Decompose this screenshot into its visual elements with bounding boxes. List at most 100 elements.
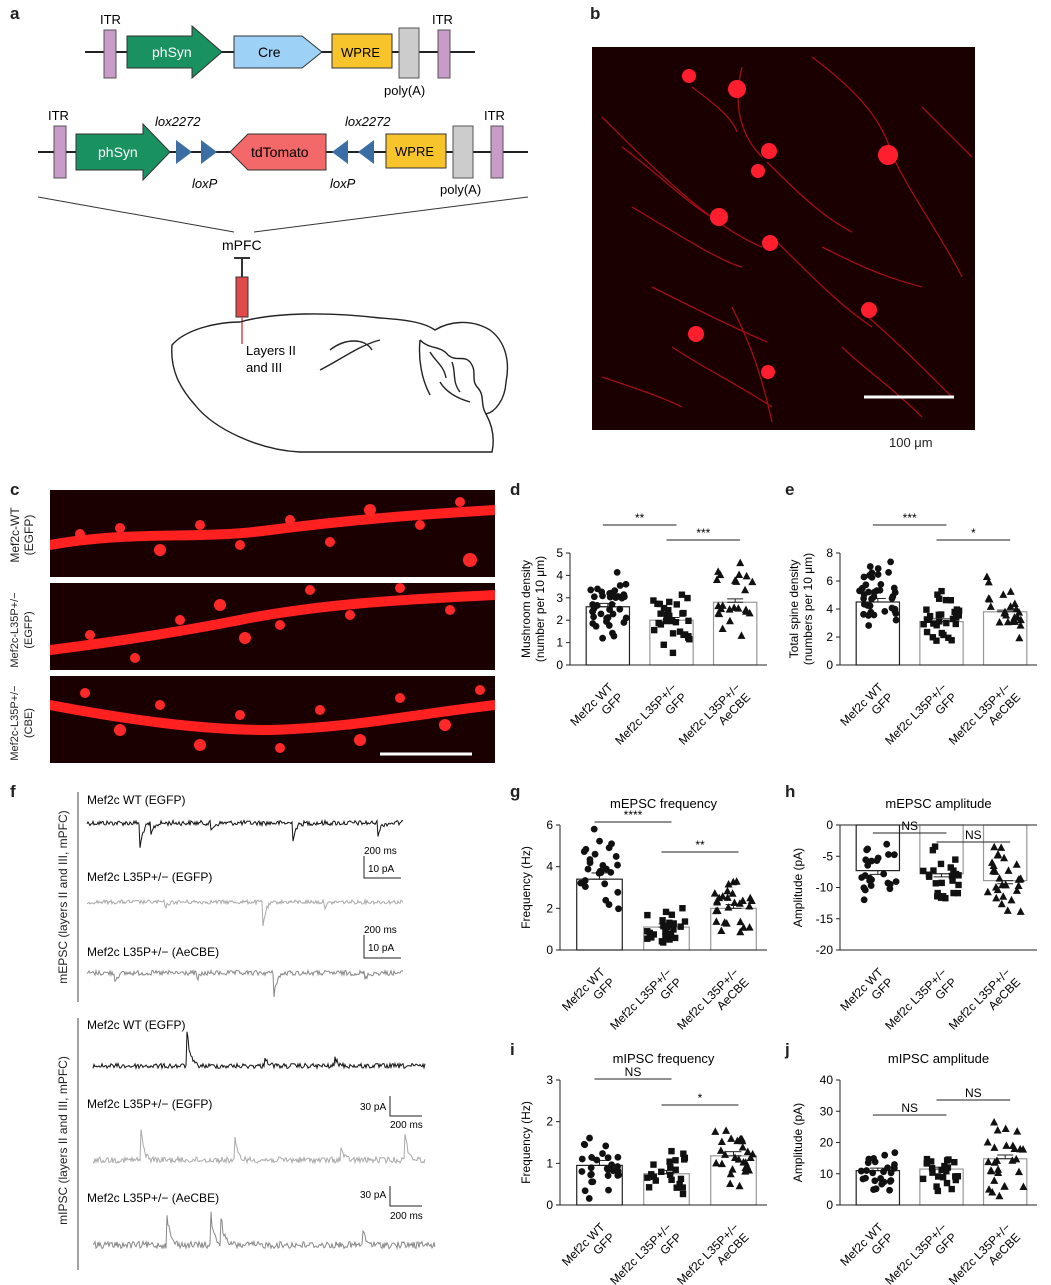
trace-title: Mef2c WT (EGFP) [87, 1018, 185, 1032]
data-point [673, 1184, 680, 1191]
data-point [598, 588, 606, 596]
data-point [952, 856, 959, 863]
x-tick-label: Mef2c L35P+/−GFP [607, 965, 684, 1030]
data-point [718, 624, 727, 633]
data-point [714, 609, 723, 617]
data-point [736, 558, 745, 567]
y-tick-label: -10 [816, 881, 834, 895]
data-point [983, 887, 992, 896]
data-point [582, 845, 590, 853]
lox2272-site-icon [358, 140, 374, 164]
data-point [949, 877, 956, 884]
trace-cbe-mepsc [86, 968, 404, 998]
y-tick-label: 0 [826, 1198, 833, 1212]
data-point [1014, 881, 1023, 890]
data-point [662, 933, 669, 940]
row-label-genotype: Mef2c-L35P+/− [9, 685, 21, 761]
y-tick-label: 2 [546, 1115, 553, 1129]
data-point [713, 906, 722, 914]
data-point [684, 594, 691, 602]
data-point [662, 908, 670, 916]
data-point [860, 573, 868, 581]
data-point [610, 632, 618, 640]
data-point [593, 1156, 601, 1164]
data-point [866, 571, 873, 579]
data-point [874, 854, 882, 862]
data-point [717, 1137, 726, 1146]
data-point [668, 1147, 675, 1155]
loxp-label: loxP [330, 176, 356, 191]
significance-label: *** [696, 526, 710, 540]
data-point [929, 634, 937, 641]
promoter-arrow [75, 122, 171, 182]
data-point [934, 889, 941, 897]
data-point [948, 1185, 955, 1193]
data-point [727, 1134, 736, 1142]
data-point [1002, 1141, 1011, 1149]
significance-label: NS [965, 1086, 982, 1100]
data-point [733, 1136, 742, 1145]
y-tick-label: 2 [556, 613, 563, 627]
data-point [746, 1153, 755, 1162]
itr-label: ITR [100, 12, 121, 27]
data-point [1003, 906, 1012, 914]
data-point [988, 1187, 997, 1196]
data-point [1012, 860, 1021, 868]
panel-label-d: d [510, 480, 521, 499]
data-point [589, 620, 597, 627]
data-point [1008, 1141, 1017, 1150]
y-axis-label-line: Amplitude (pA) [791, 1103, 805, 1182]
data-point [736, 917, 745, 926]
data-point [877, 1175, 884, 1182]
y-tick-label: 1 [556, 636, 563, 650]
data-point [717, 1159, 726, 1168]
data-point [588, 1178, 596, 1186]
scale-bar-label: 100 μm [889, 435, 933, 450]
data-point [927, 1158, 935, 1165]
data-point [681, 1156, 688, 1163]
data-point [741, 605, 750, 613]
chart-total-spine-density: 0 2 4 6 8 Total spine density (numbers per 10 … [787, 511, 1037, 748]
data-point [725, 605, 734, 613]
data-point [871, 1158, 879, 1166]
data-point [937, 860, 945, 868]
data-point [614, 861, 621, 869]
data-point [995, 874, 1004, 882]
data-point [876, 586, 884, 594]
data-point [745, 608, 754, 617]
data-point [669, 649, 677, 657]
trace-title: Mef2c L35P+/− (EGFP) [87, 1097, 212, 1111]
data-point [679, 905, 686, 912]
data-point [954, 1173, 962, 1180]
loxp-label: loxP [192, 176, 218, 191]
data-point [1008, 1156, 1017, 1164]
y-axis-label: Amplitude (pA) [791, 848, 805, 927]
data-point [686, 636, 693, 643]
y-axis-label: Mushroom density (number per 10 μm) [519, 556, 547, 662]
data-point [616, 605, 624, 613]
scale-amp-label: 10 pA [368, 864, 394, 875]
data-point [945, 1156, 952, 1163]
chart-mipsc-amplitude: mIPSC amplitude 0 10 20 30 40 Amplitude (pA) Me… [791, 1051, 1037, 1285]
data-point [949, 615, 957, 623]
data-point [1012, 886, 1021, 894]
data-point [590, 825, 598, 833]
data-point [888, 595, 896, 602]
itr-label: ITR [432, 12, 453, 27]
data-point [953, 606, 961, 613]
x-tick-label: Mef2c L35P+/−AeCBE [946, 965, 1023, 1030]
data-point [710, 889, 719, 897]
data-point [608, 840, 615, 848]
data-point [871, 1177, 879, 1185]
data-point [933, 622, 940, 629]
data-point [590, 613, 598, 621]
row-label-virus: (EGFP) [23, 611, 35, 649]
data-point [745, 923, 754, 931]
panel-label-e: e [785, 480, 795, 499]
data-point [862, 1174, 869, 1182]
data-point [743, 1162, 752, 1170]
scale-amp-label: 10 pA [368, 943, 394, 954]
data-point [593, 602, 601, 609]
data-point [952, 1176, 960, 1184]
data-point [991, 867, 1000, 875]
